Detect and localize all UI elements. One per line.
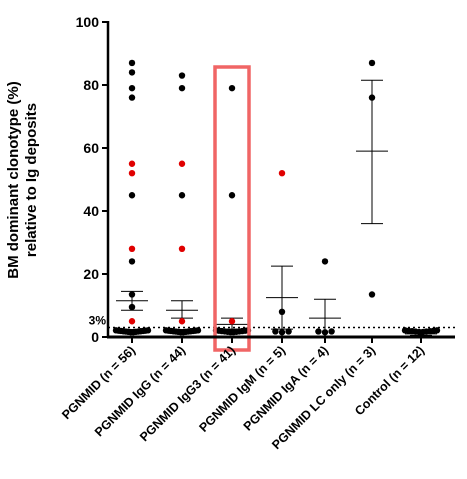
data-point xyxy=(178,318,186,325)
threshold-line: 3% xyxy=(89,314,455,329)
y-tick-label: 0 xyxy=(91,329,99,345)
data-point xyxy=(144,327,152,334)
data-point xyxy=(178,245,186,252)
data-point xyxy=(285,328,292,335)
data-point xyxy=(278,308,286,315)
y-tick-label: 60 xyxy=(83,140,99,156)
group-0 xyxy=(112,59,152,336)
data-point xyxy=(368,94,376,101)
data-point xyxy=(278,170,286,177)
data-point xyxy=(194,327,202,334)
y-axis-label-line2: relative to Ig deposits xyxy=(23,103,40,257)
x-tick-label: PGNMID IgG (n = 44) xyxy=(92,343,188,439)
data-point xyxy=(128,69,136,76)
data-point xyxy=(128,258,136,265)
x-tick-label: PGNMID IgG3 (n = 41) xyxy=(137,343,238,444)
data-point xyxy=(128,59,136,67)
y-tick-label: 100 xyxy=(76,14,100,30)
data-point xyxy=(128,291,136,298)
data-point xyxy=(228,84,236,92)
y-tick-label: 20 xyxy=(83,266,99,282)
data-point xyxy=(321,329,329,336)
data-point xyxy=(433,327,441,334)
threshold-label: 3% xyxy=(89,314,107,328)
y-tick-label: 40 xyxy=(83,203,99,219)
data-point xyxy=(368,59,376,67)
highlight-box xyxy=(213,65,251,352)
data-point xyxy=(228,318,236,325)
data-point xyxy=(315,328,322,335)
group-3 xyxy=(266,170,298,336)
data-point xyxy=(178,84,186,92)
data-point xyxy=(178,72,186,79)
data-point xyxy=(128,245,136,252)
y-axis-label: BM dominant clonotype (%) relative to Ig… xyxy=(5,81,40,279)
data-point xyxy=(178,192,186,199)
y-tick-label: 80 xyxy=(83,77,99,93)
data-point xyxy=(128,318,136,325)
y-axis-label-line1: BM dominant clonotype (%) xyxy=(5,81,22,279)
data-point xyxy=(272,328,279,335)
data-point xyxy=(368,291,376,298)
data-point xyxy=(228,192,236,199)
group-2 xyxy=(212,84,252,336)
y-axis-ticks: 0 20 40 60 80 100 xyxy=(76,14,108,345)
group-5 xyxy=(356,59,388,298)
group-6 xyxy=(401,327,441,336)
x-axis-ticks: PGNMID (n = 56)PGNMID IgG (n = 44)PGNMID… xyxy=(59,337,427,452)
data-groups xyxy=(112,59,441,338)
data-point xyxy=(128,192,136,199)
data-point xyxy=(128,84,136,92)
data-point xyxy=(328,328,335,335)
group-4 xyxy=(309,258,341,338)
data-point xyxy=(128,160,136,167)
axes xyxy=(106,21,455,339)
x-tick-label: PGNMID IgA (n = 4) xyxy=(241,343,331,433)
highlight-rectangle xyxy=(213,65,251,352)
data-point xyxy=(128,94,136,101)
group-1 xyxy=(162,72,202,336)
data-point xyxy=(178,160,186,167)
data-point xyxy=(321,258,329,265)
data-point xyxy=(128,303,136,311)
data-point xyxy=(128,170,136,177)
data-point xyxy=(278,329,286,336)
